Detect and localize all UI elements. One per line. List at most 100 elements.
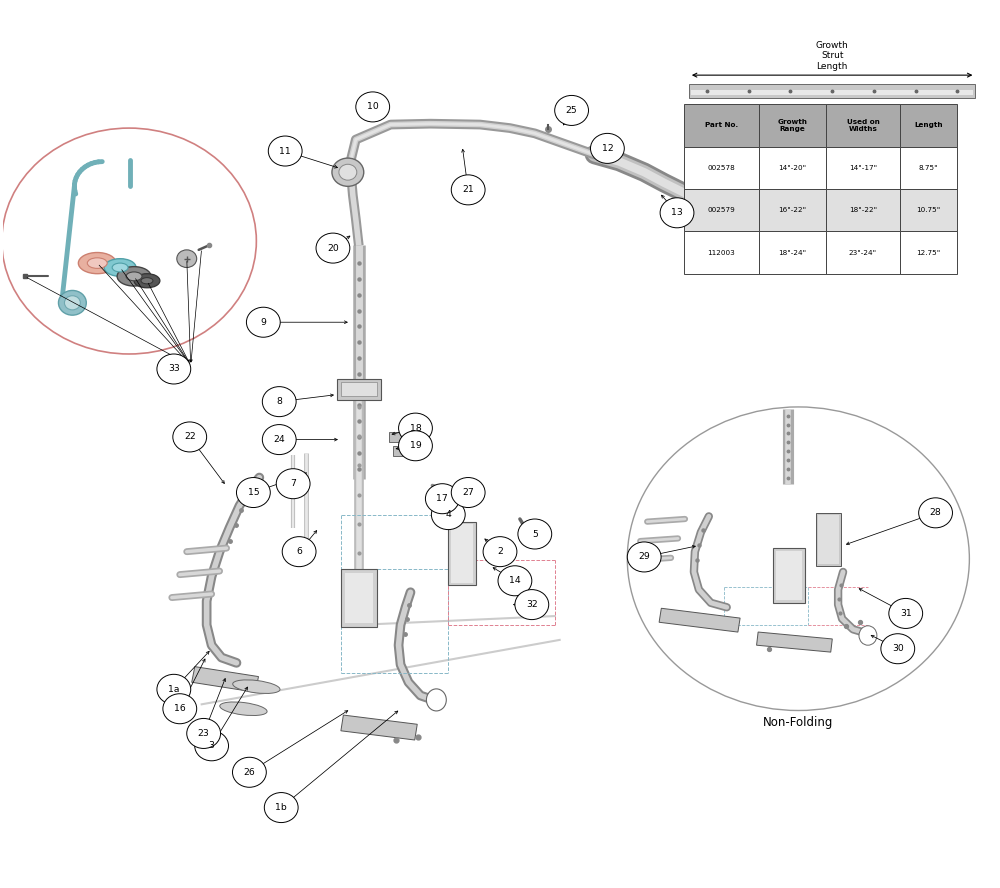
- Text: 10: 10: [367, 102, 379, 111]
- Text: 3: 3: [209, 741, 215, 750]
- Bar: [192, 667, 258, 693]
- Bar: [337, 378, 381, 400]
- Text: 19: 19: [410, 441, 421, 450]
- Text: 28: 28: [930, 508, 941, 518]
- Bar: [689, 84, 975, 98]
- Text: 18"-24": 18"-24": [778, 250, 806, 256]
- Bar: [684, 189, 759, 232]
- Text: 23: 23: [198, 729, 210, 738]
- Bar: [818, 514, 839, 564]
- Text: 4: 4: [445, 510, 451, 519]
- Circle shape: [195, 731, 229, 761]
- Text: Length: Length: [914, 123, 943, 129]
- Text: 2: 2: [497, 547, 503, 556]
- Text: 23"-24": 23"-24": [849, 250, 877, 256]
- Circle shape: [356, 91, 390, 122]
- Bar: [341, 715, 417, 740]
- Bar: [659, 608, 740, 632]
- Circle shape: [483, 536, 517, 567]
- Ellipse shape: [134, 274, 160, 288]
- Circle shape: [431, 500, 465, 529]
- Text: 18: 18: [410, 424, 421, 432]
- Bar: [759, 189, 826, 232]
- Bar: [759, 147, 826, 189]
- Text: 20: 20: [327, 243, 339, 252]
- Bar: [900, 232, 957, 274]
- Bar: [826, 104, 900, 147]
- Circle shape: [881, 634, 915, 663]
- Bar: [451, 524, 473, 583]
- Ellipse shape: [78, 252, 116, 274]
- Text: 1b: 1b: [275, 803, 287, 812]
- Bar: [393, 446, 411, 456]
- Bar: [826, 189, 900, 232]
- Text: 16: 16: [174, 704, 186, 713]
- Text: 33: 33: [168, 364, 180, 374]
- Text: 6: 6: [296, 547, 302, 556]
- Text: Non-Folding: Non-Folding: [763, 716, 834, 729]
- Text: 32: 32: [526, 600, 538, 609]
- Text: 29: 29: [638, 552, 650, 561]
- Text: 112003: 112003: [707, 250, 735, 256]
- Circle shape: [187, 718, 221, 749]
- Bar: [684, 232, 759, 274]
- Ellipse shape: [117, 266, 151, 286]
- Bar: [900, 189, 957, 232]
- Text: 7: 7: [290, 480, 296, 488]
- Text: 8.75": 8.75": [919, 165, 938, 170]
- Text: 14: 14: [509, 576, 521, 585]
- Circle shape: [339, 164, 357, 180]
- Bar: [341, 382, 377, 396]
- Text: 14"-20": 14"-20": [778, 165, 806, 170]
- Text: 30: 30: [892, 644, 904, 654]
- Bar: [759, 232, 826, 274]
- Circle shape: [627, 407, 969, 710]
- Circle shape: [282, 536, 316, 567]
- Text: 12.75": 12.75": [916, 250, 941, 256]
- Text: 22: 22: [184, 432, 196, 441]
- Text: 1a: 1a: [168, 685, 180, 694]
- Circle shape: [2, 128, 256, 354]
- Text: Used on
Widths: Used on Widths: [847, 119, 879, 132]
- Circle shape: [177, 250, 197, 267]
- Text: Growth
Range: Growth Range: [777, 119, 807, 132]
- Text: 24: 24: [273, 435, 285, 444]
- Circle shape: [889, 599, 923, 629]
- Ellipse shape: [87, 258, 107, 268]
- Text: 17: 17: [436, 495, 448, 503]
- Bar: [826, 232, 900, 274]
- Text: 15: 15: [248, 488, 259, 497]
- Text: 12: 12: [602, 144, 613, 153]
- Circle shape: [332, 158, 364, 186]
- Bar: [816, 513, 841, 566]
- Circle shape: [232, 757, 266, 788]
- Circle shape: [276, 469, 310, 499]
- Circle shape: [515, 590, 549, 620]
- Bar: [776, 551, 802, 600]
- Ellipse shape: [859, 626, 877, 646]
- Text: 14"-17": 14"-17": [849, 165, 877, 170]
- Ellipse shape: [112, 263, 128, 272]
- Text: 8: 8: [276, 397, 282, 406]
- Circle shape: [262, 424, 296, 455]
- Text: 5: 5: [532, 529, 538, 538]
- Text: 25: 25: [566, 106, 577, 115]
- Circle shape: [919, 498, 952, 527]
- Ellipse shape: [220, 702, 267, 716]
- Text: Growth
Strut
Length: Growth Strut Length: [816, 41, 849, 71]
- Bar: [773, 548, 805, 603]
- Circle shape: [268, 136, 302, 166]
- Bar: [341, 569, 377, 627]
- Circle shape: [498, 566, 532, 596]
- Circle shape: [316, 233, 350, 263]
- Circle shape: [590, 133, 624, 163]
- Text: Part No.: Part No.: [705, 123, 738, 129]
- Text: 18"-22": 18"-22": [849, 207, 877, 213]
- Ellipse shape: [709, 197, 724, 215]
- Text: 002579: 002579: [707, 207, 735, 213]
- Ellipse shape: [104, 258, 136, 276]
- Text: 16"-22": 16"-22": [778, 207, 806, 213]
- Circle shape: [64, 296, 80, 310]
- Circle shape: [58, 290, 86, 315]
- Bar: [345, 573, 373, 623]
